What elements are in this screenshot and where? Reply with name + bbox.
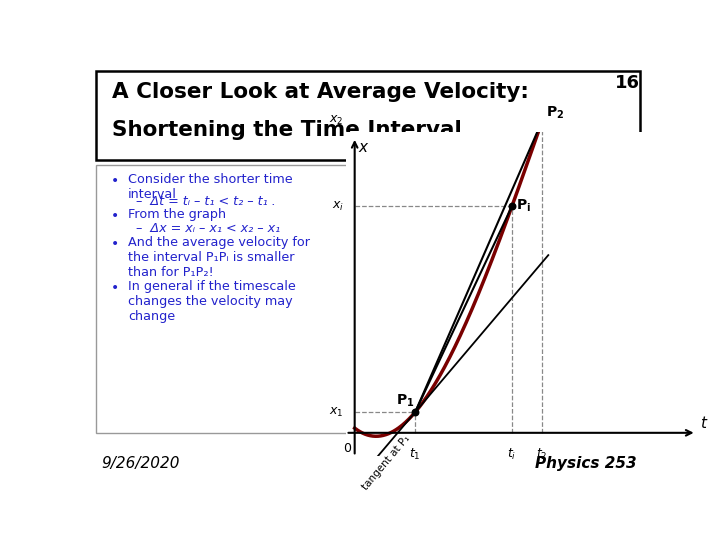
Text: tangent at P₁: tangent at P₁ — [361, 433, 412, 491]
Text: •: • — [111, 210, 120, 224]
Text: $t_1$: $t_1$ — [410, 447, 421, 462]
FancyBboxPatch shape — [96, 165, 347, 433]
Point — [536, 116, 548, 125]
Text: $x_2$: $x_2$ — [330, 114, 343, 127]
Text: $\mathbf{P_2}$: $\mathbf{P_2}$ — [546, 105, 564, 122]
Text: $x_i$: $x_i$ — [332, 200, 343, 213]
Text: And the average velocity for
the interval P₁Pᵢ is smaller
than for P₁P₂!: And the average velocity for the interva… — [128, 236, 310, 279]
Text: –  Δx = xᵢ – x₁ < x₂ – x₁: – Δx = xᵢ – x₁ < x₂ – x₁ — [136, 221, 280, 234]
Text: 9/26/2020: 9/26/2020 — [101, 456, 180, 471]
Text: $t_i$: $t_i$ — [508, 447, 517, 462]
Text: $x$: $x$ — [359, 140, 370, 155]
Point — [506, 202, 518, 211]
Text: $\mathbf{P_i}$: $\mathbf{P_i}$ — [516, 198, 531, 214]
Text: 16: 16 — [615, 74, 639, 92]
Text: Physics 253: Physics 253 — [535, 456, 637, 471]
Text: 0: 0 — [343, 442, 351, 455]
Text: Consider the shorter time
interval: Consider the shorter time interval — [128, 173, 292, 201]
Text: $x_1$: $x_1$ — [329, 406, 343, 419]
Text: $t$: $t$ — [700, 415, 708, 431]
Text: $t_2$: $t_2$ — [536, 447, 548, 462]
Text: •: • — [111, 238, 120, 251]
Text: Shortening the Time Interval: Shortening the Time Interval — [112, 120, 462, 140]
Text: •: • — [111, 281, 120, 295]
Text: From the graph: From the graph — [128, 208, 226, 221]
FancyBboxPatch shape — [96, 71, 639, 160]
Point — [410, 408, 421, 416]
Text: –  Δt = tᵢ – t₁ < t₂ – t₁ .: – Δt = tᵢ – t₁ < t₂ – t₁ . — [136, 194, 276, 207]
Text: $\mathbf{P_1}$: $\mathbf{P_1}$ — [396, 393, 414, 409]
Text: In general if the timescale
changes the velocity may
change: In general if the timescale changes the … — [128, 280, 296, 323]
Text: A Closer Look at Average Velocity:: A Closer Look at Average Velocity: — [112, 82, 529, 102]
Text: •: • — [111, 174, 120, 188]
